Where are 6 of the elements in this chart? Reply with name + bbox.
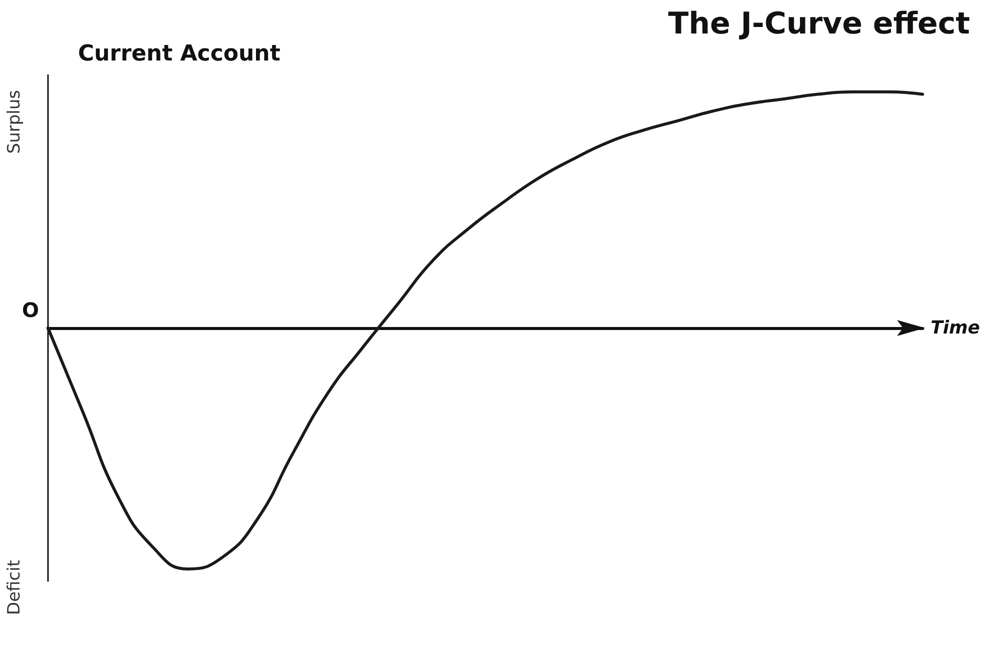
chart-title: The J-Curve effect: [668, 6, 970, 42]
text: Surplus: [4, 90, 24, 154]
text: O: [22, 298, 40, 322]
x-axis-title: Time: [930, 318, 980, 338]
y-axis-title: Current Account: [78, 42, 281, 66]
text: Deficit: [4, 560, 24, 615]
